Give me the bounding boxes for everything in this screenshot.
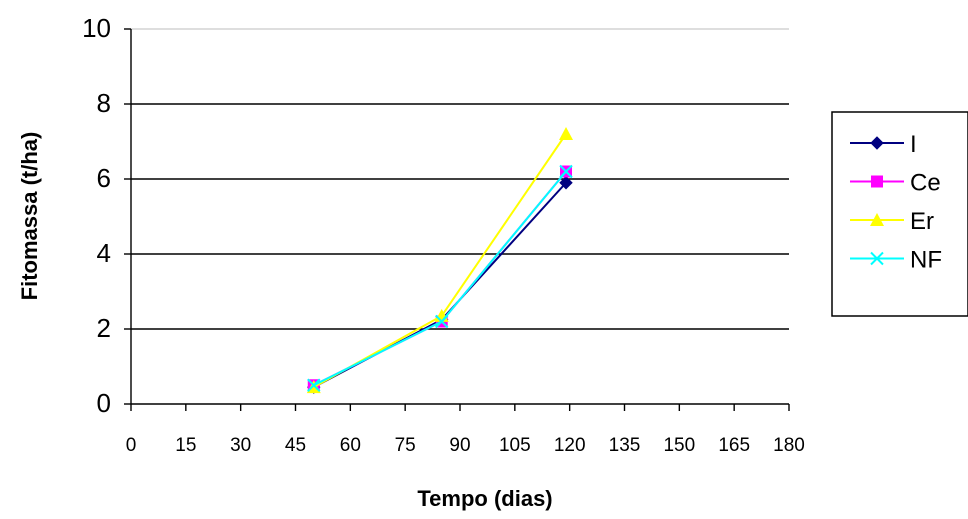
- y-tick-label-2: 2: [97, 313, 111, 343]
- legend-label-er: Er: [910, 208, 934, 235]
- legend-marker-i: [870, 136, 884, 150]
- data-point-nf-2: [559, 164, 573, 179]
- data-point-nf-0: [307, 378, 321, 392]
- legend-label-ce: Ce: [910, 170, 941, 197]
- axes-layer: 0 2 4 6 8 10 0 15 30 45 60 75 90 105 120 135 150 165 180: [82, 13, 805, 456]
- x-tick-label-135: 135: [609, 435, 641, 456]
- x-tick-label-150: 150: [663, 435, 695, 456]
- y-tick-label-4: 4: [97, 238, 111, 268]
- legend: I Ce Er NF: [831, 111, 968, 317]
- x-tick-label-60: 60: [340, 435, 361, 456]
- y-tick-label-8: 8: [97, 88, 111, 118]
- x-tick-label-15: 15: [175, 435, 196, 456]
- series-line-i: [313, 182, 567, 389]
- y-axis-title: Fitomassa (t/ha): [17, 132, 42, 301]
- series-line-nf: [313, 170, 567, 387]
- y-tick-label-10: 10: [82, 13, 111, 43]
- series-line-er: [313, 133, 567, 388]
- series-layer: [306, 127, 574, 394]
- grid-layer: [131, 28, 789, 330]
- data-point-nf-1: [435, 314, 449, 329]
- x-axis-title: Tempo (dias): [417, 486, 552, 511]
- x-tick-label-45: 45: [285, 435, 306, 456]
- x-tick-label-120: 120: [554, 435, 586, 456]
- x-tick-label-75: 75: [395, 435, 416, 456]
- legend-label-i: I: [910, 131, 917, 158]
- legend-marker-ce: [871, 175, 883, 188]
- series-line-ce: [313, 170, 567, 387]
- x-tick-label-90: 90: [449, 435, 470, 456]
- x-tick-label-165: 165: [718, 435, 750, 456]
- legend-marker-er: [870, 213, 884, 226]
- y-tick-label-6: 6: [97, 163, 111, 193]
- x-tick-label-0: 0: [126, 435, 137, 456]
- data-point-er-2: [559, 127, 574, 140]
- legend-marker-nf: [870, 251, 884, 266]
- legend-label-nf: NF: [910, 247, 942, 274]
- y-tick-label-0: 0: [97, 388, 111, 418]
- data-point-i-2: [559, 176, 573, 190]
- x-tick-label-30: 30: [230, 435, 251, 456]
- legend-box: [831, 111, 968, 317]
- x-tick-label-105: 105: [499, 435, 531, 456]
- x-tick-label-180: 180: [773, 435, 805, 456]
